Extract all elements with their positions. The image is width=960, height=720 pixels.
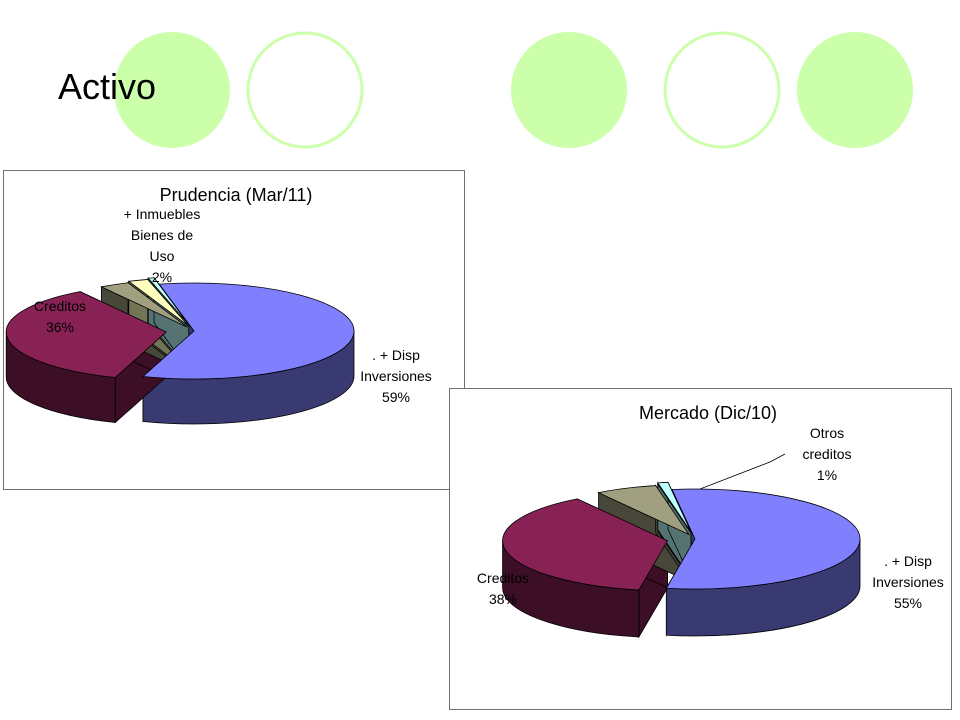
chart-title: Mercado (Dic/10) <box>639 403 777 423</box>
slide-title: Activo <box>58 66 157 107</box>
pie-slice-2 <box>100 282 188 328</box>
pie-chart-mercado: Mercado (Dic/10) . + Disp Inversiones 55% Cr… <box>449 388 952 710</box>
decorative-circles <box>114 31 913 149</box>
pie-slice-1 <box>502 498 669 591</box>
pie-slice-1 <box>5 291 167 378</box>
pie-slice-3 <box>657 483 692 534</box>
slice-label-1: Creditos 38% <box>477 570 529 607</box>
pie-slice-0 <box>142 282 355 380</box>
pie-chart-mercado-svg: Mercado (Dic/10) . + Disp Inversiones 55% Cr… <box>477 403 944 639</box>
circle-ring-1 <box>246 31 364 149</box>
slice-label-0: . + Disp Inversiones 55% <box>872 553 944 611</box>
pie-slice-2 <box>597 485 691 536</box>
slice-label-0: . + Disp Inversiones 59% <box>360 347 432 405</box>
pie-slice-3 <box>127 279 189 327</box>
slice-label-4: Otros creditos 1% <box>802 425 851 483</box>
pie-chart-prudencia-svg: Prudencia (Mar/11) . + Disp Inversiones 59%… <box>5 185 432 425</box>
circle-filled-3 <box>797 32 913 148</box>
leader-line-4 <box>699 453 786 490</box>
pie-tops <box>5 277 355 380</box>
circle-filled-2 <box>511 32 627 148</box>
circle-filled-1 <box>114 32 230 148</box>
pie-slice-0 <box>665 488 861 590</box>
slice-label-1: Creditos 36% <box>34 298 86 335</box>
pie-tops <box>502 481 861 591</box>
chart-title: Prudencia (Mar/11) <box>160 185 313 205</box>
pie-slice-4 <box>147 277 190 325</box>
slice-label-3: + Inmuebles Bienes de Uso 2% <box>124 206 201 285</box>
pie-slice-4 <box>657 481 692 533</box>
circle-ring-2 <box>663 31 781 149</box>
pie-chart-prudencia: Prudencia (Mar/11) . + Disp Inversiones 59%… <box>3 170 465 490</box>
